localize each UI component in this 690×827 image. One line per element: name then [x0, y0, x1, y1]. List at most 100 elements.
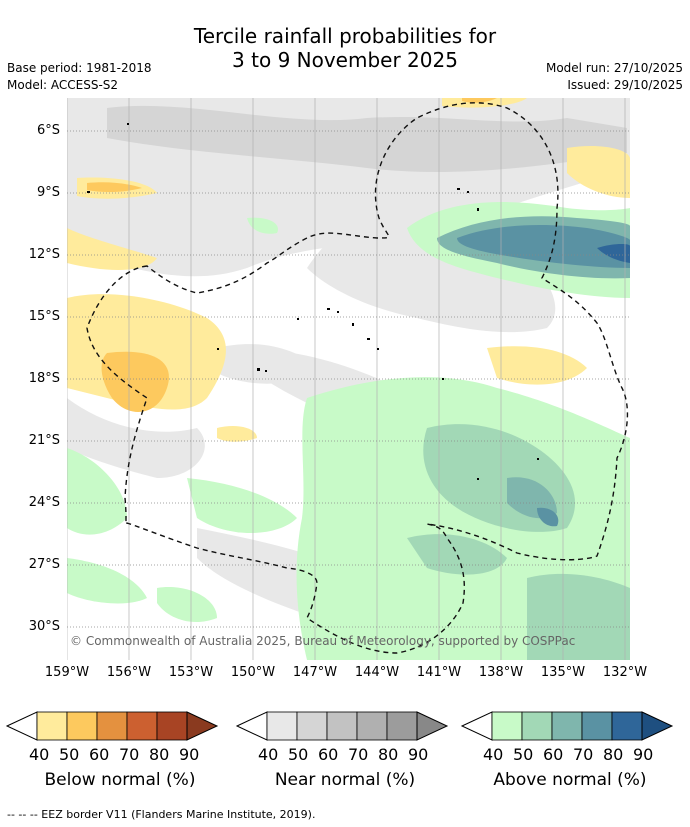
near-normal-region: [107, 105, 627, 173]
above-normal-region: [67, 448, 127, 535]
above-normal-region: [247, 217, 278, 234]
legend-swatch: [356, 711, 388, 741]
lat-label: 6°S: [36, 123, 60, 138]
below-normal-region: [487, 346, 587, 385]
tick-label: 50: [59, 745, 80, 764]
tick-label: 80: [603, 745, 624, 764]
tick-label: 80: [149, 745, 170, 764]
below-normal-region: [217, 426, 257, 442]
above-normal-region: [527, 573, 630, 660]
legend-below-title: Below normal (%): [44, 770, 196, 790]
legend-below-right-arrow: [186, 711, 219, 741]
legend-near-title: Near normal (%): [274, 770, 416, 790]
eez-footnote: -- -- -- EEZ border V11 (Flanders Marine…: [7, 808, 316, 821]
legend-swatch: [156, 711, 188, 741]
legend-below: [5, 711, 219, 741]
legend-swatch: [491, 711, 523, 741]
tick-label: 50: [513, 745, 534, 764]
above-normal-region: [67, 558, 147, 604]
legend-swatch: [551, 711, 583, 741]
above-normal-region: [157, 587, 217, 623]
near-normal-region: [67, 398, 205, 478]
tick-label: 80: [378, 745, 399, 764]
model-name: Model: ACCESS-S2: [7, 78, 119, 92]
below-normal-region: [567, 146, 630, 198]
lat-label: 24°S: [28, 495, 60, 510]
above-normal-region: [187, 478, 297, 533]
map-canvas: [67, 98, 630, 660]
legend-above-title: Above normal (%): [493, 770, 647, 790]
lat-label: 18°S: [28, 371, 60, 386]
tick-label: 50: [288, 745, 309, 764]
issued-date: Issued: 29/10/2025: [567, 78, 683, 92]
lon-label: 147°W: [292, 665, 338, 680]
legend-swatch: [96, 711, 128, 741]
above-normal-region: [597, 243, 630, 263]
lat-label: 9°S: [36, 185, 60, 200]
lat-label: 27°S: [28, 557, 60, 572]
islands: [87, 123, 539, 480]
above-normal-region: [407, 534, 507, 575]
legend-swatch: [36, 711, 68, 741]
legend-above: [460, 711, 674, 741]
legend-swatch: [66, 711, 98, 741]
legend-swatch: [521, 711, 553, 741]
base-period: Base period: 1981-2018: [7, 61, 152, 75]
legend-near-left-arrow: [235, 711, 268, 741]
legend-near-right-arrow: [416, 711, 449, 741]
title-line-2: 3 to 9 November 2025: [232, 48, 458, 72]
lon-label: 141°W: [416, 665, 462, 680]
tick-label: 90: [408, 745, 429, 764]
above-normal-region: [537, 507, 559, 527]
title-line-1: Tercile rainfall probabilities for: [193, 24, 497, 48]
above-normal-region: [457, 225, 630, 268]
legend-above-left-arrow: [460, 711, 493, 741]
legend-below-swatches: [36, 711, 188, 741]
tick-label: 40: [258, 745, 279, 764]
legend-swatch: [126, 711, 158, 741]
tick-label: 90: [179, 745, 200, 764]
legend-above-right-arrow: [641, 711, 674, 741]
legend-swatch: [611, 711, 643, 741]
lon-label: 153°W: [168, 665, 214, 680]
lon-label: 159°W: [44, 665, 90, 680]
lat-label: 30°S: [28, 619, 60, 634]
below-normal-region: [67, 228, 157, 270]
lon-label: 138°W: [478, 665, 524, 680]
tick-label: 40: [483, 745, 504, 764]
lon-label: 135°W: [540, 665, 586, 680]
tick-label: 70: [119, 745, 140, 764]
legend-swatch: [266, 711, 298, 741]
meta-left: Base period: 1981-2018 Model: ACCESS-S2: [7, 60, 152, 94]
meta-right: Model run: 27/10/2025 Issued: 29/10/2025: [546, 60, 683, 94]
legend-swatch: [296, 711, 328, 741]
tick-label: 70: [348, 745, 369, 764]
graticule-lat: [67, 130, 630, 628]
legend-near: [235, 711, 449, 741]
eez-border: [86, 102, 629, 654]
map-title: Tercile rainfall probabilities for 3 to …: [0, 24, 690, 72]
below-normal-region: [462, 98, 497, 103]
legend-swatch: [581, 711, 613, 741]
legend-above-swatches: [491, 711, 643, 741]
lat-label: 12°S: [28, 247, 60, 262]
tick-label: 60: [543, 745, 564, 764]
lon-label: 150°W: [230, 665, 276, 680]
lon-label: 132°W: [602, 665, 648, 680]
below-normal-region: [87, 182, 142, 193]
legend-swatch: [326, 711, 358, 741]
legend-near-swatches: [266, 711, 418, 741]
lat-label: 15°S: [28, 309, 60, 324]
tick-label: 60: [89, 745, 110, 764]
model-run: Model run: 27/10/2025: [545, 61, 683, 75]
legend-swatch: [386, 711, 418, 741]
copyright-notice: © Commonwealth of Australia 2025, Bureau…: [70, 634, 576, 648]
lon-label: 144°W: [354, 665, 400, 680]
tick-label: 40: [29, 745, 50, 764]
below-normal-region: [101, 351, 169, 412]
tick-label: 60: [318, 745, 339, 764]
probability-map[interactable]: © Commonwealth of Australia 2025, Bureau…: [67, 98, 630, 660]
tick-label: 90: [633, 745, 654, 764]
legend-below-left-arrow: [5, 711, 38, 741]
above-normal-region: [507, 477, 557, 519]
